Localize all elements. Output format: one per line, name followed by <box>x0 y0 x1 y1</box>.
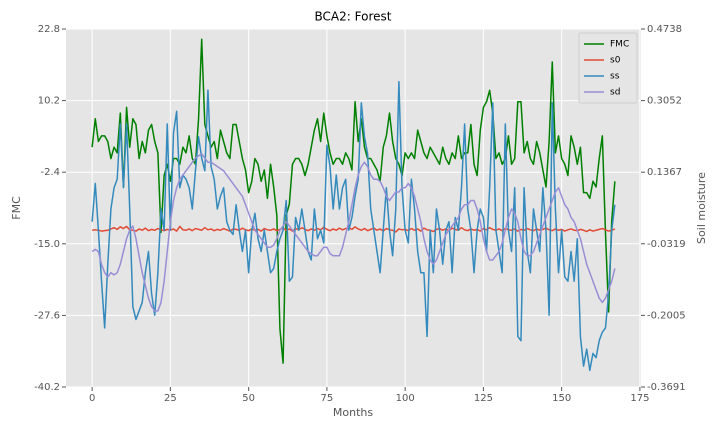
series-line <box>92 225 616 233</box>
y-tick-label: 22.8 <box>38 24 60 35</box>
y2-tick-label: -0.3691 <box>647 382 686 393</box>
legend-box <box>578 32 638 104</box>
y-tick-label: 10.2 <box>38 96 60 107</box>
x-tick-label: 100 <box>396 393 415 404</box>
y-tick-label: -40.2 <box>34 382 60 393</box>
y-tick-label: -27.6 <box>34 310 60 321</box>
x-tick-label: 175 <box>630 393 649 404</box>
x-tick-label: 125 <box>474 393 493 404</box>
legend-label: FMC <box>610 40 629 50</box>
y2-tick-label: -0.2005 <box>647 310 686 321</box>
y2-tick-label: 0.3052 <box>647 96 682 107</box>
x-tick-label: 0 <box>89 393 95 404</box>
legend-label: s0 <box>610 56 621 66</box>
series-line <box>91 153 616 312</box>
legend: FMC s0 ss sd <box>578 32 638 104</box>
y2-tick-label: 0.4738 <box>647 24 682 35</box>
x-axis-label: Months <box>333 406 373 419</box>
y2-tick-label: -0.0319 <box>647 239 686 250</box>
x-tick-label: 75 <box>321 393 334 404</box>
lines <box>91 38 616 372</box>
y2-axis-label: Soil moisture <box>695 172 708 244</box>
y2-tick-label: 0.1367 <box>647 167 682 178</box>
y-axis-label: FMC <box>10 196 23 220</box>
y-tick-label: -2.4 <box>40 167 60 178</box>
legend-label: ss <box>610 72 620 82</box>
legend-label: sd <box>610 88 620 98</box>
chart-title: BCA2: Forest <box>315 10 392 24</box>
x-tick-label: 50 <box>242 393 255 404</box>
y-tick-label: -15.0 <box>34 239 60 250</box>
x-tick-label: 25 <box>164 393 177 404</box>
x-tick-label: 150 <box>552 393 571 404</box>
